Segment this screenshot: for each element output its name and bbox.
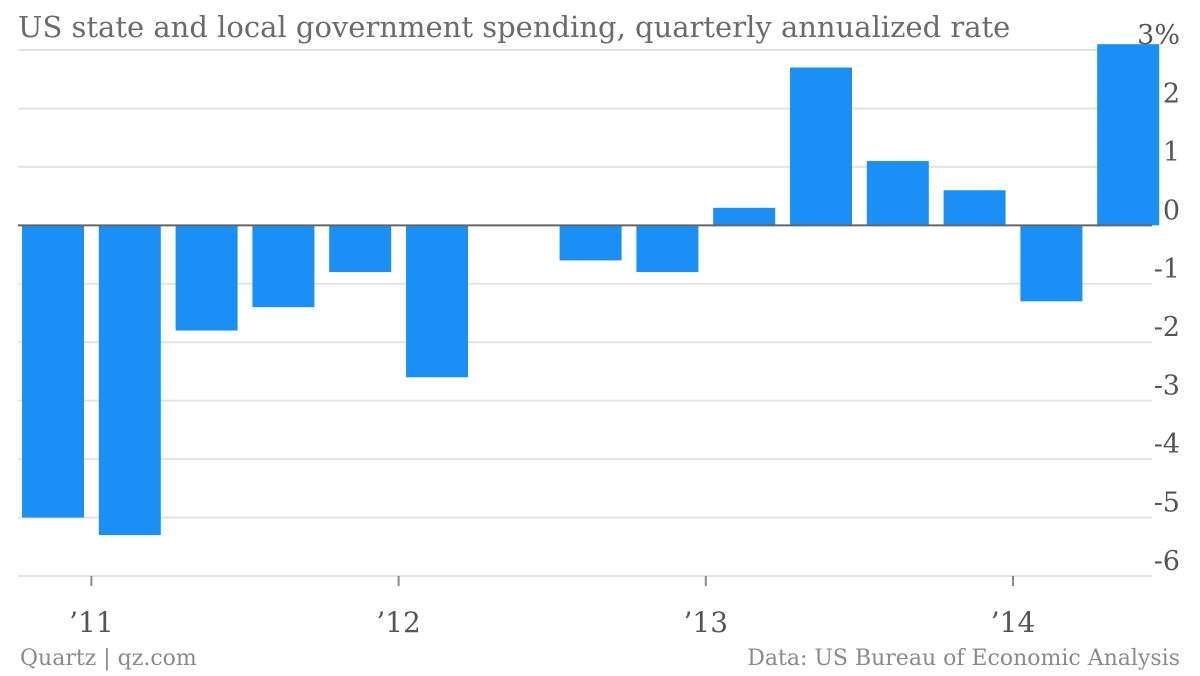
y-tick-label: 1 xyxy=(1163,137,1180,168)
chart-title: US state and local government spending, … xyxy=(18,10,1011,44)
bar xyxy=(1097,44,1160,226)
y-tick-label: -2 xyxy=(1154,312,1180,343)
bar xyxy=(866,161,929,226)
bar xyxy=(790,67,852,226)
x-tick-label: ’13 xyxy=(684,606,729,639)
x-tick-label: ’11 xyxy=(69,606,114,639)
y-axis-tick-labels: 3% 2 1 0 -1 -2 -3 -4 -5 -6 xyxy=(1137,20,1180,577)
y-tick-label: -5 xyxy=(1154,488,1180,519)
bar xyxy=(175,225,238,331)
footer-source-credit: Quartz | qz.com xyxy=(20,646,197,671)
y-tick-label: 2 xyxy=(1163,78,1180,109)
x-axis-ticks: ’11 ’12 ’13 ’14 xyxy=(69,576,1035,639)
bar xyxy=(98,225,161,536)
footer-data-credit: Data: US Bureau of Economic Analysis xyxy=(747,646,1180,671)
bar xyxy=(559,225,622,261)
y-tick-label: 3% xyxy=(1137,20,1180,51)
bar xyxy=(22,225,84,518)
bar xyxy=(329,225,392,273)
y-tick-label: -6 xyxy=(1154,546,1180,577)
bar xyxy=(943,190,1006,226)
bar xyxy=(1020,225,1083,302)
bar xyxy=(636,225,699,273)
y-tick-label: 0 xyxy=(1163,195,1180,226)
y-tick-label: -1 xyxy=(1154,254,1180,285)
bar xyxy=(713,207,776,226)
x-tick-label: ’12 xyxy=(376,606,421,639)
y-tick-label: -3 xyxy=(1154,371,1180,402)
y-tick-label: -4 xyxy=(1154,429,1180,460)
bar xyxy=(406,225,468,378)
bar xyxy=(252,225,315,308)
x-tick-label: ’14 xyxy=(991,606,1036,639)
bars xyxy=(22,44,1160,536)
